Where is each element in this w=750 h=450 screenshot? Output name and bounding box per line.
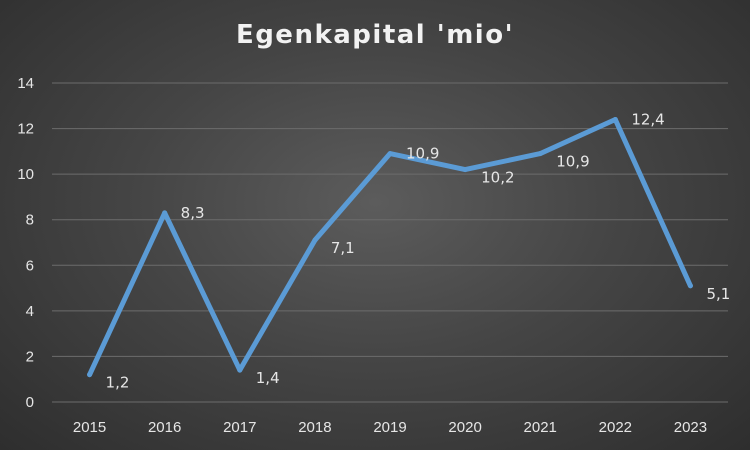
data-label: 8,3	[181, 204, 205, 222]
data-point	[87, 372, 93, 378]
data-point	[687, 283, 693, 289]
series-line-group	[87, 116, 693, 378]
y-tick-label: 14	[17, 75, 34, 92]
data-point	[537, 151, 543, 157]
x-axis-ticks: 2015 2016 2017 2018 2019 2020 2021 2022 2023	[73, 419, 707, 436]
data-point	[462, 167, 468, 173]
y-tick-label: 6	[26, 257, 34, 274]
y-tick-label: 2	[26, 348, 34, 365]
x-tick-label: 2017	[223, 419, 256, 436]
x-tick-label: 2015	[73, 419, 106, 436]
y-tick-label: 10	[17, 166, 34, 183]
chart-title: Egenkapital 'mio'	[235, 20, 515, 50]
x-tick-label: 2020	[448, 419, 481, 436]
x-tick-label: 2019	[373, 419, 406, 436]
data-labels: 1,2 8,3 1,4 7,1 10,9 10,2 10,9 12,4 5,1	[106, 110, 731, 391]
y-tick-label: 0	[26, 394, 34, 411]
data-label: 5,1	[706, 285, 730, 303]
y-tick-label: 12	[17, 121, 34, 138]
x-tick-label: 2021	[524, 419, 557, 436]
data-label: 10,9	[556, 153, 589, 171]
gridlines	[52, 82, 728, 403]
data-point	[612, 116, 618, 122]
data-label: 1,4	[256, 369, 280, 387]
data-label: 1,2	[106, 374, 130, 392]
x-tick-label: 2022	[599, 419, 632, 436]
x-tick-label: 2016	[148, 419, 181, 436]
y-tick-label: 4	[26, 303, 34, 320]
data-label: 7,1	[331, 239, 355, 257]
data-label: 12,4	[631, 110, 664, 128]
y-axis-ticks: 0 2 4 6 8 10 12 14	[17, 75, 34, 411]
data-point	[237, 367, 243, 373]
data-point	[162, 210, 168, 216]
data-point	[387, 151, 393, 157]
x-tick-label: 2018	[298, 419, 331, 436]
data-label: 10,9	[406, 145, 439, 163]
y-tick-label: 8	[26, 212, 34, 229]
x-tick-label: 2023	[674, 419, 707, 436]
series-line	[87, 117, 693, 378]
data-label: 10,2	[481, 169, 514, 187]
data-point	[312, 237, 318, 243]
